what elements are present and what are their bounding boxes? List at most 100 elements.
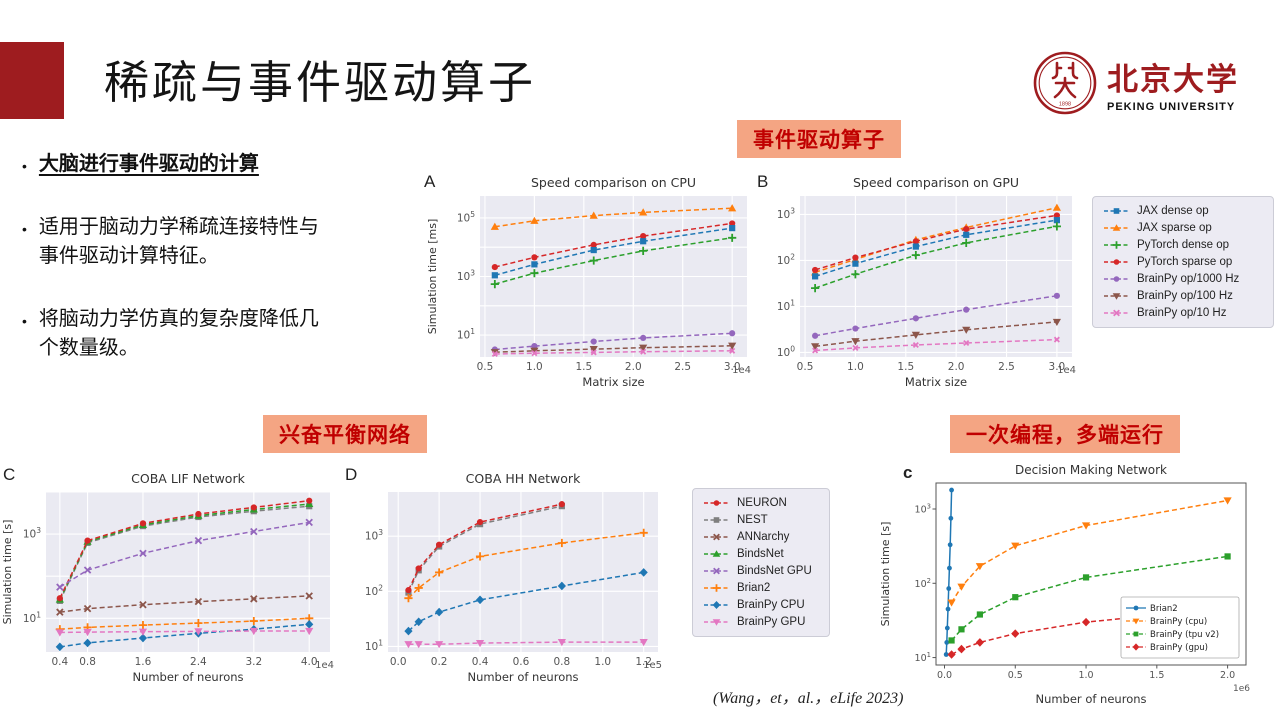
pku-logo-chinese: 北京大学 [1107,61,1239,97]
legend-item-label: NEST [737,514,768,526]
legend-item: BrainPy CPU [703,599,819,611]
legend-item-label: PyTorch dense op [1137,239,1230,251]
svg-text:Number of neurons: Number of neurons [1035,692,1146,706]
svg-text:1.5: 1.5 [575,361,592,373]
legend-item: BindsNet [703,548,819,560]
svg-text:103: 103 [365,528,383,542]
legend-item: Brian2 [703,582,819,594]
legend-item-label: BrainPy CPU [737,599,805,611]
svg-text:3.0: 3.0 [1049,361,1066,373]
svg-text:1.5: 1.5 [1149,670,1164,681]
svg-text:101: 101 [915,651,931,664]
svg-text:4.0: 4.0 [301,656,318,668]
svg-text:1e4: 1e4 [1057,365,1076,376]
svg-text:2.5: 2.5 [674,361,691,373]
bullet-list: 大脑进行事件驱动的计算 适用于脑动力学稀疏连接特性与事件驱动计算特征。 将脑动力… [22,150,422,363]
svg-text:3.2: 3.2 [245,656,262,668]
chart-coba-lif-network: 0.4 0.8 1.6 2.4 3.2 4.0 101 103 1e4 COBA LIF Netw… [1,471,334,684]
legend-item-label: ANNarchy [737,531,790,543]
svg-text:1.6: 1.6 [135,656,152,668]
chart-speed-comparison-gpu: 0.5 1.0 1.5 2.0 2.5 3.0 100 101 102 103 1e4 Speed c… [777,175,1076,389]
svg-text:101: 101 [777,298,795,312]
label-ei-balanced-network: 兴奋平衡网络 [263,415,427,453]
legend-item-label: Brian2 [737,582,771,594]
svg-text:Matrix size: Matrix size [582,375,644,389]
svg-text:Simulation time [s]: Simulation time [s] [879,522,892,627]
svg-text:1.0: 1.0 [526,361,543,373]
label-event-driven-operators: 事件驱动算子 [737,120,901,158]
bullet-item-1: 大脑进行事件驱动的计算 [22,150,422,179]
legend-item: NEURON [703,497,819,509]
page-title: 稀疏与事件驱动算子 [104,58,537,108]
svg-text:0.8: 0.8 [79,656,96,668]
bullet-item-3: 将脑动力学仿真的复杂度降低几个数量级。 [22,305,422,363]
legend-item-label: BrainPy op/10 Hz [1137,307,1227,319]
svg-text:BrainPy (tpu v2): BrainPy (tpu v2) [1150,630,1219,640]
svg-text:1.0: 1.0 [847,361,864,373]
svg-text:0.0: 0.0 [937,670,952,681]
legend-item: JAX sparse op [1103,222,1263,234]
svg-text:102: 102 [365,583,383,597]
svg-text:2.0: 2.0 [1220,670,1235,681]
panel-label-decision: c [903,463,913,482]
legend-item: BrainPy op/1000 Hz [1103,273,1263,285]
legend-item: ANNarchy [703,531,819,543]
svg-text:1e5: 1e5 [643,660,662,671]
svg-text:BrainPy (gpu): BrainPy (gpu) [1150,643,1208,653]
legend-item-label: BindsNet GPU [737,565,812,577]
title-accent-block [0,42,64,119]
svg-text:Speed comparison on CPU: Speed comparison on CPU [531,175,696,190]
svg-text:1e4: 1e4 [315,660,334,671]
legend-item-label: JAX sparse op [1137,222,1212,234]
svg-text:103: 103 [23,526,41,540]
svg-text:102: 102 [777,252,795,266]
panel-label-a: A [424,172,436,191]
svg-text:0.0: 0.0 [390,656,407,668]
svg-text:1.5: 1.5 [897,361,914,373]
panel-label-c: C [3,465,16,484]
chart-speed-comparison-cpu: 0.5 1.0 1.5 2.0 2.5 3.0 101 103 105 1e4 Speed comp… [426,175,751,389]
svg-text:1e4: 1e4 [732,365,751,376]
svg-text:Brian2: Brian2 [1150,604,1178,614]
chart-decision-making-network: 0.0 0.5 1.0 1.5 2.0 101 102 103 1e6 Decision Maki… [879,463,1250,706]
svg-text:1.2: 1.2 [635,656,652,668]
svg-text:1.0: 1.0 [1078,670,1093,681]
legend-item: BrainPy GPU [703,616,819,628]
svg-text:100: 100 [777,344,795,358]
svg-text:0.5: 0.5 [477,361,494,373]
legend-item: BrainPy op/100 Hz [1103,290,1263,302]
svg-text:2.5: 2.5 [998,361,1015,373]
legend-item-label: JAX dense op [1137,205,1209,217]
svg-text:105: 105 [457,210,475,224]
svg-text:102: 102 [915,577,931,590]
legend-item: JAX dense op [1103,205,1263,217]
legend-item-label: BrainPy op/1000 Hz [1137,273,1240,285]
pku-logo: 1898 北京大学 PEKING UNIVERSITY [1032,50,1239,116]
legend-item: NEST [703,514,819,526]
svg-text:COBA HH Network: COBA HH Network [466,471,581,486]
legend-item-label: PyTorch sparse op [1137,256,1233,268]
svg-text:Simulation time [s]: Simulation time [s] [1,520,14,625]
svg-text:1e6: 1e6 [1233,684,1250,694]
svg-text:103: 103 [777,206,795,220]
svg-text:0.4: 0.4 [52,656,69,668]
legend-item-label: BrainPy GPU [737,616,806,628]
svg-text:103: 103 [915,503,931,516]
svg-text:Number of neurons: Number of neurons [132,670,243,684]
pku-seal-icon: 1898 [1033,51,1097,115]
legend-item: BrainPy op/10 Hz [1103,307,1263,319]
svg-text:Matrix size: Matrix size [905,375,967,389]
svg-text:2.0: 2.0 [625,361,642,373]
svg-text:103: 103 [457,269,475,283]
svg-text:0.5: 0.5 [1008,670,1023,681]
svg-text:2.4: 2.4 [190,656,207,668]
legend-item-label: BindsNet [737,548,784,560]
legend-item: PyTorch sparse op [1103,256,1263,268]
svg-text:0.5: 0.5 [797,361,814,373]
svg-text:Simulation time [ms]: Simulation time [ms] [426,219,439,334]
bullet-item-2: 适用于脑动力学稀疏连接特性与事件驱动计算特征。 [22,213,422,271]
legend-item: BindsNet GPU [703,565,819,577]
panel-label-b: B [757,172,769,191]
svg-text:0.6: 0.6 [513,656,530,668]
legend-item: PyTorch dense op [1103,239,1263,251]
